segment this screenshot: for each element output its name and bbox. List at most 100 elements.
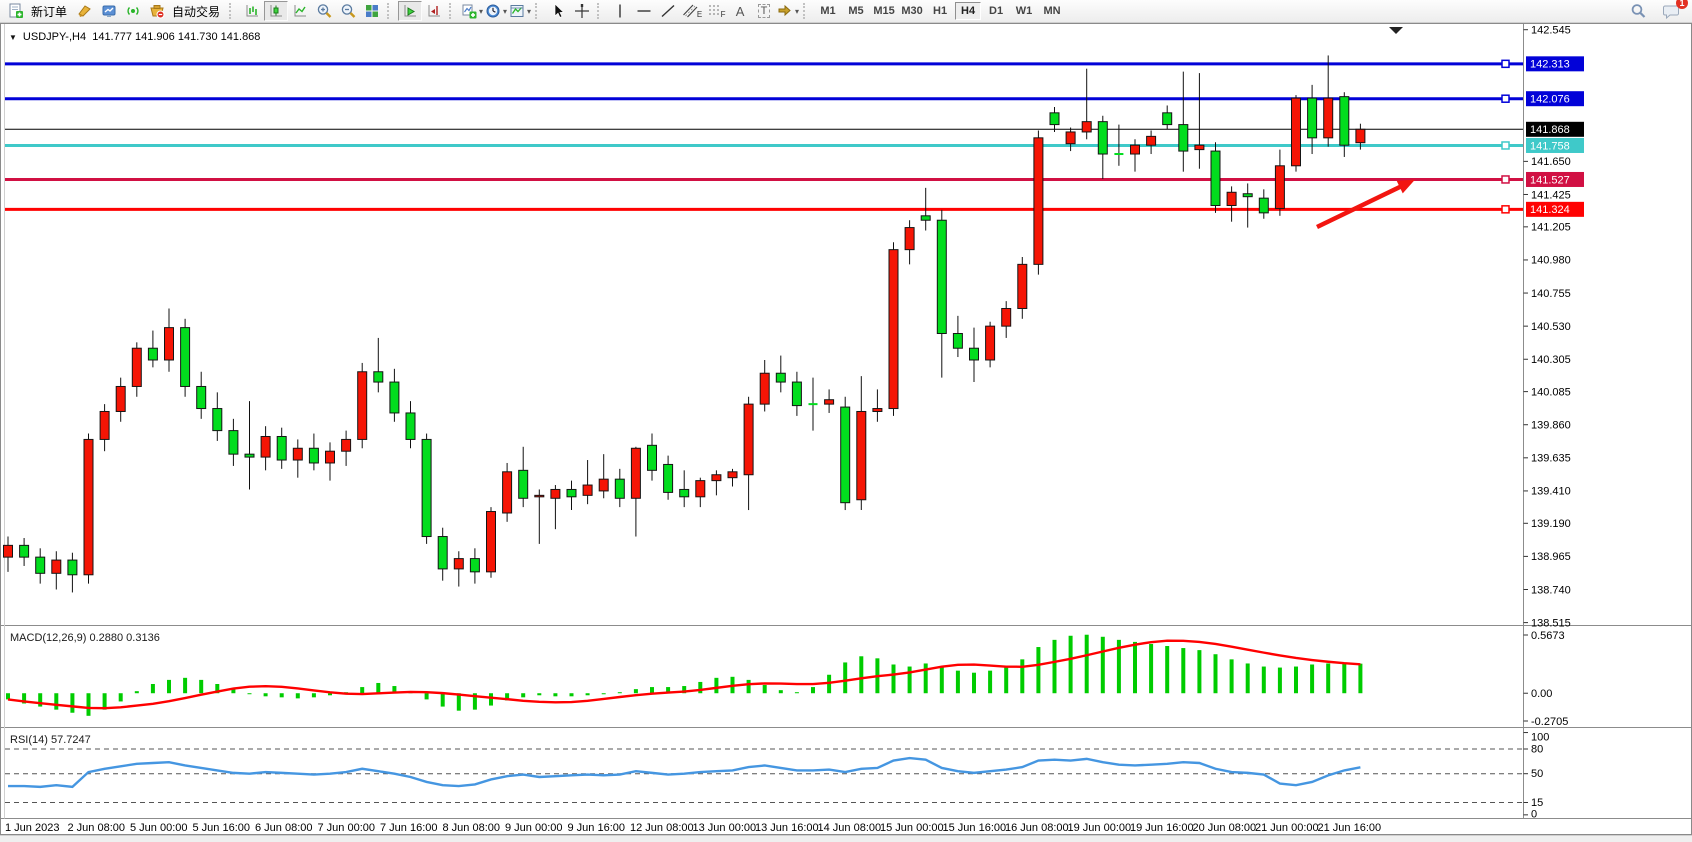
svg-text:1 Jun 2023: 1 Jun 2023 bbox=[5, 822, 59, 834]
tile-windows-button[interactable] bbox=[360, 1, 384, 21]
candle-up bbox=[985, 325, 996, 361]
cursor-button[interactable] bbox=[546, 1, 570, 21]
trend-arrow-head[interactable] bbox=[1396, 179, 1416, 194]
svg-text:13 Jun 16:00: 13 Jun 16:00 bbox=[755, 822, 819, 834]
svg-text:9 Jun 00:00: 9 Jun 00:00 bbox=[505, 822, 563, 834]
new-order-label[interactable]: 新订单 bbox=[31, 4, 68, 19]
candle-up bbox=[115, 385, 126, 412]
price-axis[interactable] bbox=[1523, 29, 1585, 624]
timeframe-h4[interactable]: H4 bbox=[955, 2, 982, 20]
candle-up bbox=[1017, 263, 1028, 309]
hline-handle[interactable] bbox=[1501, 175, 1510, 184]
templates-dropdown[interactable]: ▾ bbox=[508, 1, 532, 21]
auto-scroll-icon bbox=[404, 5, 417, 17]
candle-up bbox=[131, 347, 142, 387]
candle-down bbox=[663, 463, 674, 493]
candle-up bbox=[51, 559, 62, 574]
search-icon bbox=[1631, 4, 1645, 18]
new-order-button[interactable] bbox=[4, 1, 28, 21]
svg-text:139.635: 139.635 bbox=[1531, 453, 1571, 465]
timeframe-h1[interactable]: H1 bbox=[933, 5, 948, 17]
horizontal-line-button[interactable] bbox=[632, 1, 656, 21]
metaeditor-icon bbox=[78, 5, 91, 17]
rsi-indicator-label: RSI(14) 57.7247 bbox=[10, 734, 91, 746]
crosshair-button[interactable] bbox=[570, 1, 594, 21]
timeframe-m30[interactable]: M30 bbox=[901, 5, 923, 17]
zoom-in-icon bbox=[317, 4, 331, 18]
collapse-arrow-icon[interactable]: ▼ bbox=[9, 33, 17, 42]
candlestick-chart-button[interactable] bbox=[264, 1, 289, 21]
chart-shift-button[interactable] bbox=[422, 1, 446, 21]
timeframe-m1[interactable]: M1 bbox=[820, 5, 836, 17]
periods-clock-icon bbox=[486, 4, 500, 18]
macd-bar bbox=[939, 666, 944, 694]
arrows-dropdown[interactable]: ▾ bbox=[776, 1, 800, 21]
chart-shift-marker[interactable] bbox=[1389, 27, 1403, 34]
macd-bar bbox=[1342, 663, 1347, 694]
timeframe-w1[interactable]: W1 bbox=[1015, 5, 1033, 17]
candle-up bbox=[759, 372, 770, 405]
macd-bar bbox=[617, 692, 622, 694]
macd-bar bbox=[311, 693, 316, 698]
candle-down bbox=[212, 408, 223, 432]
autotrading-button[interactable] bbox=[145, 1, 169, 21]
macd-bar bbox=[134, 691, 139, 694]
zoom-in-button[interactable] bbox=[312, 1, 336, 21]
line-chart-button[interactable] bbox=[288, 1, 312, 21]
search-button[interactable] bbox=[1626, 1, 1650, 21]
hline-handle[interactable] bbox=[1501, 205, 1510, 214]
trend-arrow[interactable] bbox=[1316, 181, 1407, 230]
macd-bar bbox=[633, 689, 638, 694]
zoom-out-button[interactable] bbox=[336, 1, 360, 21]
horizontal-lines bbox=[5, 59, 1523, 214]
svg-text:80: 80 bbox=[1531, 744, 1543, 756]
hline-handle[interactable] bbox=[1501, 141, 1510, 150]
svg-text:141.758: 141.758 bbox=[1530, 140, 1570, 152]
fibonacci-button[interactable]: F bbox=[704, 1, 728, 21]
macd-bar bbox=[666, 687, 671, 694]
hline-handle[interactable] bbox=[1501, 94, 1510, 103]
candle-up bbox=[292, 447, 303, 461]
timeframe-mn[interactable]: MN bbox=[1043, 5, 1061, 17]
market-button[interactable] bbox=[97, 1, 121, 21]
timeframe-m5[interactable]: M5 bbox=[848, 5, 864, 17]
hline-handle[interactable] bbox=[1501, 59, 1510, 69]
vertical-line-button[interactable] bbox=[608, 1, 632, 21]
candle-down bbox=[147, 347, 158, 361]
macd-bar bbox=[794, 692, 799, 694]
timeframe-m15[interactable]: M15 bbox=[873, 5, 895, 17]
cursor-icon bbox=[554, 3, 565, 18]
chevron-down-icon: ▾ bbox=[795, 6, 800, 16]
trendline-button[interactable] bbox=[656, 1, 680, 21]
auto-scroll-button[interactable] bbox=[398, 1, 423, 21]
macd-bar bbox=[360, 687, 365, 694]
bar-chart-button[interactable] bbox=[240, 1, 264, 21]
indicators-dropdown[interactable]: ▾ bbox=[460, 1, 484, 21]
candle-down bbox=[518, 469, 529, 499]
macd-bar bbox=[6, 693, 10, 700]
candle-up bbox=[1355, 128, 1366, 144]
macd-signal-line bbox=[7, 639, 1361, 710]
candle-down bbox=[244, 453, 255, 458]
candle-down bbox=[196, 385, 207, 410]
candle-up bbox=[1226, 191, 1237, 207]
text-button[interactable]: A bbox=[728, 1, 752, 21]
market-icon bbox=[102, 5, 116, 17]
right-tools: 1 bbox=[1626, 0, 1688, 21]
macd-bar bbox=[537, 693, 542, 696]
macd-bar bbox=[102, 693, 107, 710]
candle-down bbox=[1049, 112, 1060, 126]
candle-down bbox=[1307, 97, 1318, 139]
periods-dropdown[interactable]: ▾ bbox=[484, 1, 508, 21]
text-label-button[interactable]: T bbox=[752, 1, 776, 21]
candle-up bbox=[325, 450, 335, 464]
timeframe-d1[interactable]: D1 bbox=[989, 5, 1004, 17]
macd-bar bbox=[22, 693, 27, 704]
metaeditor-button[interactable] bbox=[73, 1, 97, 21]
candle-up bbox=[824, 399, 835, 405]
signals-button[interactable] bbox=[121, 1, 145, 21]
autotrading-label[interactable]: 自动交易 bbox=[172, 4, 221, 19]
notifications-button[interactable]: 1 bbox=[1660, 0, 1688, 21]
equidistant-channel-button[interactable]: E bbox=[680, 1, 704, 21]
svg-text:21 Jun 00:00: 21 Jun 00:00 bbox=[1255, 822, 1319, 834]
